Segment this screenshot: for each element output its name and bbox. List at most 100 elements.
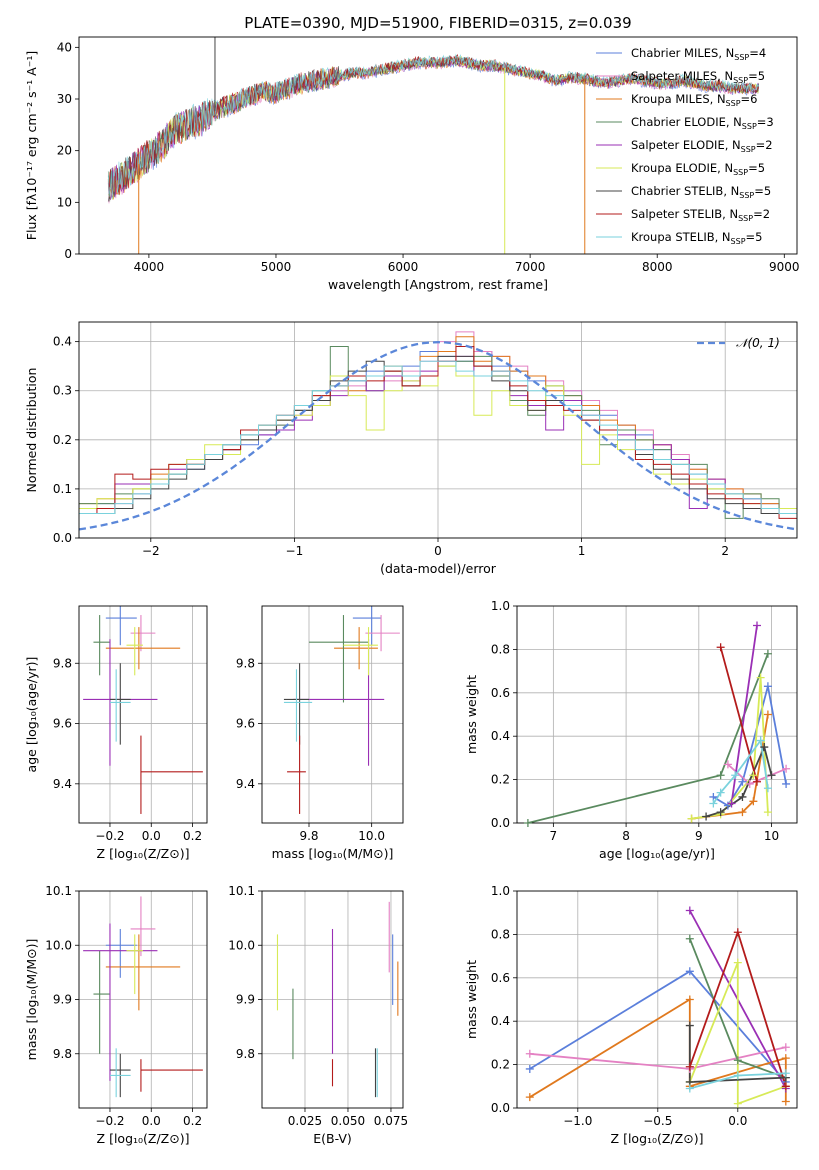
x-tick-label: 0.025 xyxy=(288,1114,322,1128)
data-point-marker xyxy=(767,771,776,780)
data-point-marker xyxy=(731,771,740,780)
x-tick-label: −0.2 xyxy=(95,829,124,843)
y-tick-label: 0.4 xyxy=(53,335,72,349)
y-tick-label: 9.9 xyxy=(53,993,72,1007)
legend-label: Kroupa STELIB, NSSP=5 xyxy=(631,230,762,246)
axes-frame xyxy=(261,605,404,824)
data-point-marker xyxy=(727,799,736,808)
legend-label-value: =5 xyxy=(754,184,771,198)
legend-label: Salpeter ELODIE, NSSP=2 xyxy=(631,138,773,154)
legend-label: Salpeter STELIB, NSSP=2 xyxy=(631,207,770,223)
x-tick-label: 0.0 xyxy=(728,1114,747,1128)
data-point-marker xyxy=(763,710,772,719)
y-axis-label: mass weight xyxy=(464,960,479,1039)
y-tick-label: 0.6 xyxy=(491,971,510,985)
axes-frame xyxy=(516,890,798,1109)
legend-label-sub: SSP xyxy=(741,145,756,154)
spectrum-series-line xyxy=(107,53,759,200)
series-line xyxy=(688,962,787,1105)
data-point-marker xyxy=(685,1084,694,1093)
legend-label: Salpeter MILES, NSSP=5 xyxy=(631,69,765,85)
y-tick-label: 0.4 xyxy=(491,729,510,743)
legend-label-main: Salpeter MILES, N xyxy=(631,69,733,83)
plot-area xyxy=(79,891,207,1108)
y-axis-label: Normed distribution xyxy=(24,368,39,493)
x-tick-label: 7 xyxy=(550,829,558,843)
legend-label-sub: SSP xyxy=(739,191,754,200)
y-tick-label: 9.8 xyxy=(53,656,72,670)
data-point-marker xyxy=(781,1069,790,1078)
plot-area xyxy=(517,891,797,1108)
legend-label-sub: SSP xyxy=(742,122,757,131)
data-point-marker xyxy=(738,808,747,817)
x-axis-label: wavelength [Angstrom, rest frame] xyxy=(328,277,548,292)
y-tick-label: 9.4 xyxy=(236,777,255,791)
legend-label-value: =3 xyxy=(757,115,774,129)
data-point-marker xyxy=(525,1049,534,1058)
data-point-marker xyxy=(733,928,742,937)
x-tick-label: 7000 xyxy=(515,260,546,274)
x-tick-label: 10 xyxy=(764,829,779,843)
data-point-marker xyxy=(782,779,791,788)
y-tick-label: 10.1 xyxy=(45,884,72,898)
y-tick-label: 9.8 xyxy=(236,656,255,670)
data-point-marker xyxy=(685,967,694,976)
y-tick-label: 9.6 xyxy=(236,717,255,731)
data-point-marker xyxy=(702,812,711,821)
legend-label-value: =5 xyxy=(748,69,765,83)
plot-area xyxy=(262,606,403,823)
x-tick-label: −1 xyxy=(286,544,304,558)
x-axis-label: Z [log₁₀(Z/Z⊙)] xyxy=(97,846,190,861)
figure-title: PLATE=0390, MJD=51900, FIBERID=0315, z=0… xyxy=(244,14,631,32)
y-tick-label: 10 xyxy=(57,195,72,209)
panel-z-mass: −0.2 0.0 0.2 9.8 9.9 10.0 10.1 Z [log₁₀(Z/Z⊙)] m… xyxy=(24,884,208,1146)
data-point-marker xyxy=(782,764,791,773)
legend-label: Kroupa MILES, NSSP=6 xyxy=(631,92,757,108)
x-axis-label: E(B-V) xyxy=(313,1131,352,1146)
data-point-marker xyxy=(716,808,725,817)
x-tick-label: 1 xyxy=(578,544,586,558)
legend-label-main: Chabrier ELODIE, N xyxy=(631,115,742,129)
data-point-marker xyxy=(733,1071,742,1080)
normal-curve xyxy=(79,341,797,531)
x-axis-label: Z [log₁₀(Z/Z⊙)] xyxy=(97,1131,190,1146)
x-tick-label: 9.8 xyxy=(299,829,318,843)
data-point-marker xyxy=(781,1082,790,1091)
data-point-marker xyxy=(716,771,725,780)
panel-ebv-mass: 0.025 0.050 0.075 9.8 9.9 10.0 10.1 E(B-V) xyxy=(228,884,408,1146)
data-point-marker xyxy=(716,643,725,652)
data-point-marker xyxy=(685,1062,694,1071)
legend-label-main: Kroupa ELODIE, N xyxy=(631,161,733,175)
x-tick-label: 4000 xyxy=(134,260,165,274)
y-tick-label: 10.0 xyxy=(228,938,255,952)
data-point-marker xyxy=(685,906,694,915)
x-tick-label: 0.2 xyxy=(183,829,202,843)
data-point-marker xyxy=(723,760,732,769)
data-point-marker xyxy=(709,799,718,808)
y-tick-label: 1.0 xyxy=(491,884,510,898)
x-tick-label: 5000 xyxy=(261,260,292,274)
data-point-marker xyxy=(763,682,772,691)
legend-label-main: Chabrier STELIB, N xyxy=(631,184,739,198)
y-tick-label: 0.0 xyxy=(491,816,510,830)
panel-residuals: −2 −1 0 1 2 0.0 0.1 0.2 0.3 0.4 (data-model)/error… xyxy=(24,321,798,576)
x-axis-label: (data-model)/error xyxy=(380,561,497,576)
y-tick-label: 40 xyxy=(57,40,72,54)
legend-label-value: =4 xyxy=(749,46,766,60)
x-axis-label: Z [log₁₀(Z/Z⊙)] xyxy=(611,1131,704,1146)
legend-label-sub: SSP xyxy=(726,99,741,108)
y-tick-label: 9.8 xyxy=(53,1047,72,1061)
data-point-marker xyxy=(733,1056,742,1065)
x-tick-label: 0.0 xyxy=(142,829,161,843)
axes-frame xyxy=(78,890,208,1109)
y-tick-label: 0.4 xyxy=(491,1014,510,1028)
legend-label-main: Salpeter ELODIE, N xyxy=(631,138,741,152)
spectrum-series-line xyxy=(107,53,759,199)
series-line xyxy=(691,677,769,820)
legend-label: Kroupa ELODIE, NSSP=5 xyxy=(631,161,765,177)
data-point-marker xyxy=(685,1021,694,1030)
axes-frame xyxy=(78,36,798,255)
data-point-marker xyxy=(523,819,532,827)
x-tick-label: 0.050 xyxy=(331,1114,365,1128)
